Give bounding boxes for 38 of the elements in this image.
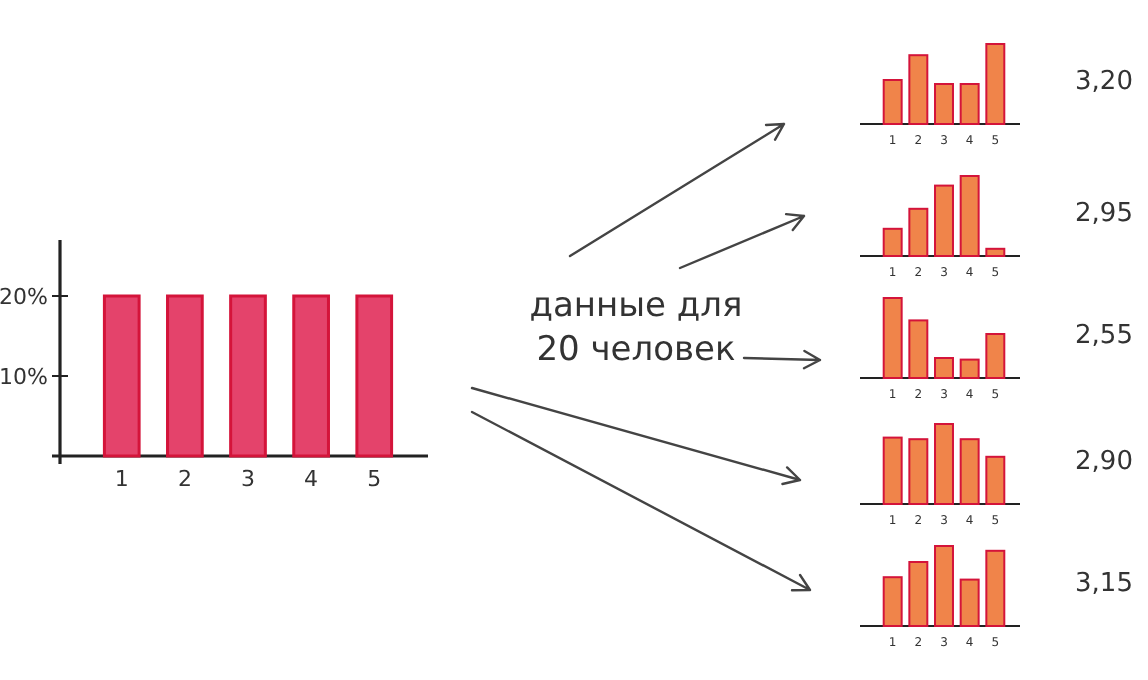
bar bbox=[882, 79, 903, 125]
x-tick-label: 4 bbox=[304, 466, 319, 492]
bar bbox=[959, 438, 980, 505]
y-tick-label: 10% bbox=[0, 363, 48, 390]
bar bbox=[959, 578, 980, 627]
bar bbox=[934, 423, 954, 505]
bar bbox=[908, 207, 929, 257]
x-tick-label: 5 bbox=[367, 466, 382, 492]
bar bbox=[959, 358, 980, 379]
text: 3,15 bbox=[1075, 569, 1133, 600]
bar bbox=[985, 549, 1006, 627]
bar bbox=[934, 83, 954, 125]
bar bbox=[985, 455, 1006, 505]
text: 2,90 bbox=[1075, 447, 1133, 478]
bar bbox=[908, 54, 929, 125]
bar bbox=[959, 83, 980, 125]
x-tick-label: 1 bbox=[114, 466, 129, 492]
bar bbox=[908, 438, 929, 505]
bar bbox=[908, 319, 929, 379]
text: 3,20 bbox=[1075, 67, 1133, 98]
bar bbox=[934, 545, 954, 627]
bar bbox=[934, 184, 954, 257]
bar bbox=[882, 227, 903, 257]
bar bbox=[882, 576, 903, 627]
bar bbox=[882, 297, 903, 379]
bar bbox=[934, 357, 954, 379]
bar bbox=[908, 561, 929, 627]
bar bbox=[959, 175, 980, 257]
x-tick-label: 2 bbox=[177, 466, 192, 492]
text: 2,55 bbox=[1075, 321, 1133, 352]
x-tick-label: 3 bbox=[241, 466, 255, 492]
bar bbox=[985, 333, 1006, 379]
bar bbox=[985, 247, 1006, 257]
text: данные для 20 человек bbox=[529, 286, 743, 370]
y-tick-label: 20% bbox=[0, 283, 48, 310]
bar bbox=[882, 436, 903, 505]
text: 2,95 bbox=[1075, 199, 1133, 230]
bar bbox=[985, 43, 1006, 125]
